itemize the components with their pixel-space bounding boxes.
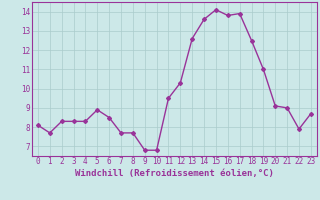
X-axis label: Windchill (Refroidissement éolien,°C): Windchill (Refroidissement éolien,°C) xyxy=(75,169,274,178)
